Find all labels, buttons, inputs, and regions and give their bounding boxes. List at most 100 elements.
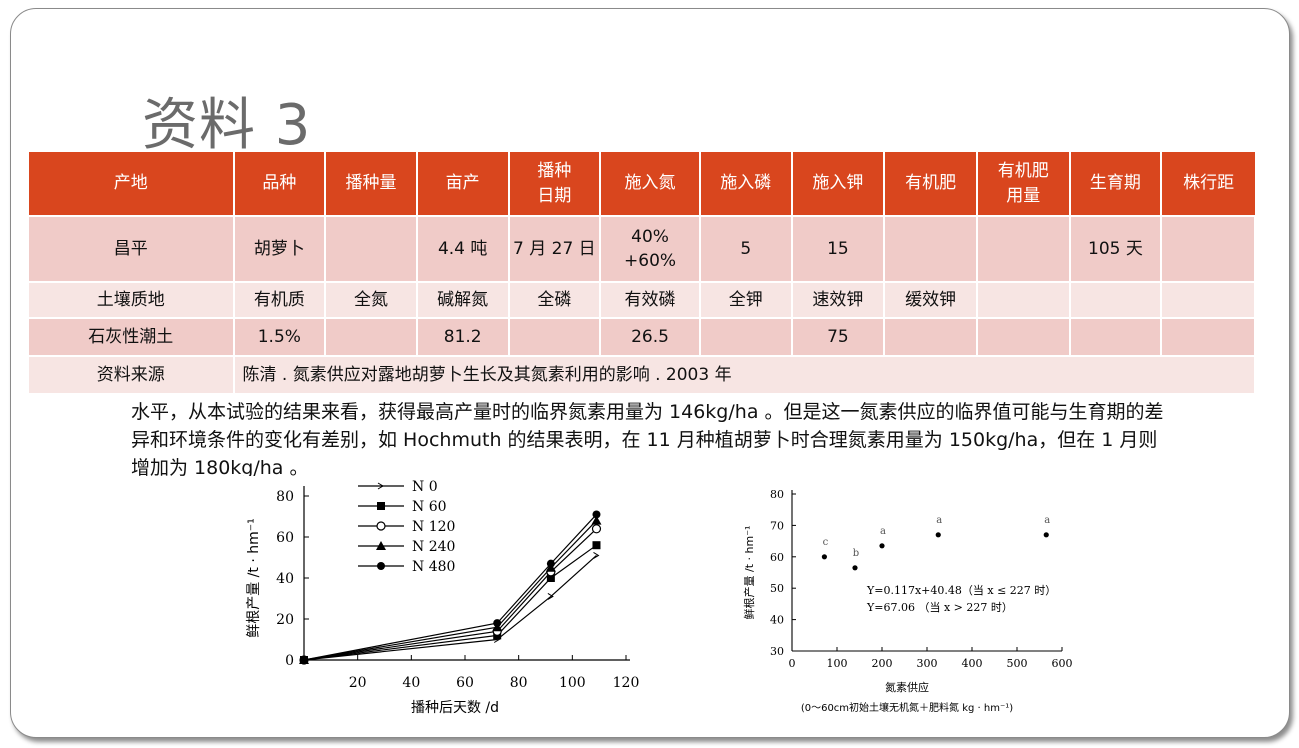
header-cell: 播种 日期 <box>508 152 602 216</box>
table-cell: 有效磷 <box>600 281 701 318</box>
data-point <box>377 562 385 570</box>
header-cell: 生育期 <box>1069 152 1163 216</box>
header-cell: 品种 <box>233 152 327 216</box>
x-tick-label: 0 <box>789 657 796 670</box>
y-tick-label: 50 <box>770 582 784 595</box>
series-line <box>303 544 597 661</box>
y-tick-label: 80 <box>276 489 294 505</box>
source-label: 资料来源 <box>29 355 235 393</box>
table-cell: 7 月 27 日 <box>508 215 602 282</box>
legend-label: N 0 <box>412 479 438 495</box>
data-point <box>592 541 601 550</box>
x-tick-label: 60 <box>456 675 474 691</box>
table-cell <box>325 317 418 356</box>
y-tick-label: 30 <box>770 645 784 658</box>
data-point <box>821 554 827 560</box>
data-point <box>593 552 600 559</box>
table-cell: 40% +60% <box>600 215 701 282</box>
table-cell <box>325 215 418 282</box>
table-cell: 5 <box>699 215 793 282</box>
table-cell <box>1069 317 1163 356</box>
slide-title: 资料 3 <box>142 93 312 158</box>
table-cell <box>508 317 602 356</box>
series-line <box>303 514 597 661</box>
data-point <box>493 619 502 628</box>
header-cell: 产地 <box>29 152 235 216</box>
header-cell: 播种量 <box>325 152 418 216</box>
header-cell: 有机肥 <box>884 152 978 216</box>
table-row-source: 资料来源 陈清 . 氮素供应对露地胡萝卜生长及其氮素利用的影响 . 2003 年 <box>29 355 1256 393</box>
header-cell: 施入钾 <box>791 152 886 216</box>
x-tick-label: 400 <box>962 657 983 670</box>
data-point <box>592 510 601 519</box>
table-header-row: 产地 品种 播种量 亩产 播种 日期 施入氮 施入磷 施入钾 有机肥 有机肥 用… <box>29 152 1255 216</box>
y-tick-label: 70 <box>770 519 784 532</box>
growth-line-chart: 0 20 40 60 80 20 40 60 80 100 120 播种后天数 /d 鲜根产量 /t ·… <box>238 478 648 720</box>
header-cell: 亩产 <box>416 152 510 216</box>
table-cell <box>884 215 978 282</box>
source-text: 陈清 . 氮素供应对露地胡萝卜生长及其氮素利用的影响 . 2003 年 <box>233 355 1256 393</box>
legend-label: N 480 <box>412 559 455 575</box>
x-tick-label: 40 <box>402 675 420 691</box>
table-cell: 15 <box>791 215 886 282</box>
x-axis-title: 播种后天数 /d <box>411 700 499 716</box>
table-cell: 全磷 <box>508 281 602 318</box>
x-tick-label: 600 <box>1052 657 1073 670</box>
table-cell: 26.5 <box>600 317 701 356</box>
series-n-480 <box>300 510 601 664</box>
data-point <box>376 541 386 550</box>
point-label: b <box>853 548 859 559</box>
y-axis-title: 鲜根产量 /t · hm⁻¹ <box>246 518 262 638</box>
table-cell: 81.2 <box>416 317 510 356</box>
data-point <box>546 559 555 568</box>
table-cell: 1.5% <box>233 317 327 356</box>
legend-label: N 120 <box>412 519 455 535</box>
x-tick-label: 200 <box>872 657 893 670</box>
table-cell: 105 天 <box>1069 215 1163 282</box>
table-cell <box>1161 281 1256 318</box>
table-cell <box>976 317 1071 356</box>
x-tick-label: 300 <box>917 657 938 670</box>
data-point <box>935 532 941 538</box>
equation-1: Y=0.117x+40.48（当 x ≤ 227 时） <box>866 583 1056 597</box>
point-label: a <box>936 515 942 526</box>
table-row: 石灰性潮土 1.5% 81.2 26.5 75 <box>29 317 1256 356</box>
table-cell: 土壤质地 <box>29 281 235 318</box>
legend-label: N 60 <box>412 499 447 515</box>
data-point <box>377 482 384 490</box>
table-cell: 昌平 <box>29 215 235 282</box>
data-point <box>591 524 602 534</box>
table-cell <box>976 215 1071 282</box>
nitrogen-scatter-chart: 30 40 50 60 70 80 0 100 200 300 400 500 600 氮素供应 (0～60… <box>735 484 1075 722</box>
x-tick-label: 100 <box>827 657 848 670</box>
data-table: 产地 品种 播种量 亩产 播种 日期 施入氮 施入磷 施入钾 有机肥 有机肥 用… <box>29 152 1256 393</box>
table-cell: 胡萝卜 <box>233 215 327 282</box>
table-cell <box>1161 317 1256 356</box>
table-cell <box>976 281 1071 318</box>
data-point <box>547 593 554 600</box>
x-tick-label: 100 <box>559 675 586 691</box>
y-tick-label: 20 <box>276 612 294 628</box>
y-tick-label: 80 <box>770 488 784 501</box>
y-tick-label: 0 <box>285 653 294 669</box>
legend-label: N 240 <box>412 539 455 555</box>
table-cell: 全钾 <box>699 281 793 318</box>
table-cell <box>884 317 978 356</box>
table-row: 昌平 胡萝卜 4.4 吨 7 月 27 日 40% +60% 5 15 105 … <box>29 215 1256 282</box>
data-point <box>300 656 308 664</box>
header-cell: 有机肥 用量 <box>976 152 1071 216</box>
equation-2: Y=67.06 （当 x > 227 时） <box>866 600 1013 614</box>
data-point <box>546 574 555 582</box>
y-tick-label: 40 <box>276 571 294 587</box>
header-cell: 株行距 <box>1161 152 1255 216</box>
table-cell: 碱解氮 <box>416 281 510 318</box>
x-axis-subtitle: (0～60cm初始土壤无机氮＋肥料氮 kg · hm⁻¹) <box>801 701 1013 714</box>
point-label: a <box>880 526 886 537</box>
table-cell <box>1069 281 1163 318</box>
data-point <box>879 543 885 549</box>
point-label: a <box>1044 515 1050 526</box>
data-point <box>852 565 858 571</box>
table-cell: 4.4 吨 <box>416 215 510 282</box>
x-tick-label: 20 <box>349 675 367 691</box>
data-point <box>376 521 386 531</box>
